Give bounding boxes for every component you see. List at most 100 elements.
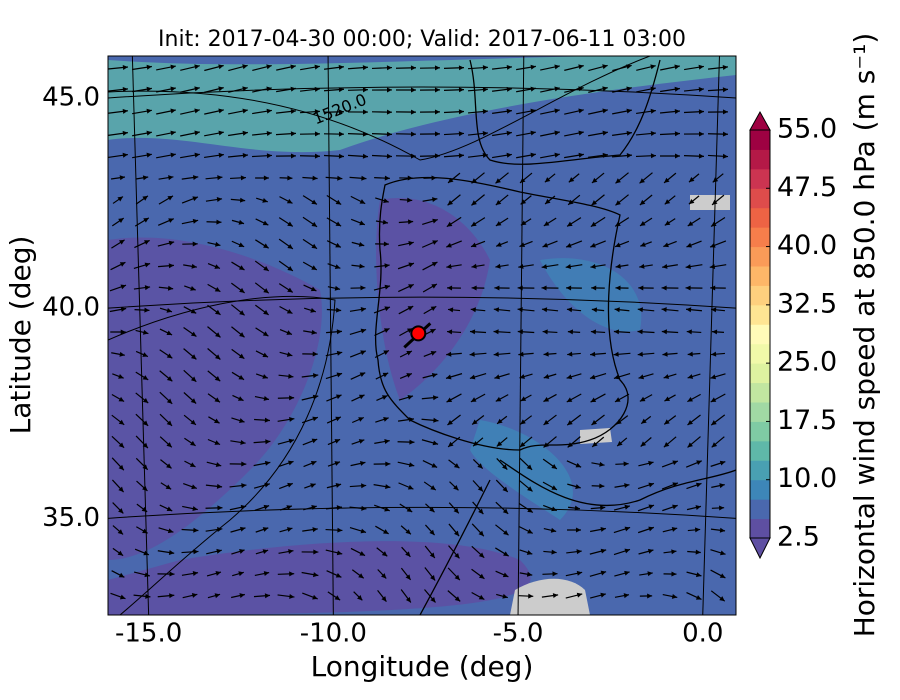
wind-arrow-head bbox=[338, 64, 344, 70]
wind-arrow-head bbox=[218, 152, 224, 158]
wind-arrow-head bbox=[600, 505, 606, 511]
wind-arrow-head bbox=[286, 330, 292, 335]
wind-arrow-head bbox=[544, 177, 551, 183]
wind-arrow-head bbox=[311, 199, 317, 205]
wind-arrow-head bbox=[590, 397, 597, 403]
wind-arrow-head bbox=[493, 307, 500, 313]
meridian bbox=[517, 56, 525, 615]
wind-arrow-head bbox=[527, 507, 533, 513]
wind-arrow-head bbox=[238, 353, 245, 359]
wind-arrow-head bbox=[664, 396, 671, 402]
wind-arrow-head bbox=[118, 374, 124, 379]
wind-arrow-head bbox=[118, 486, 124, 493]
wind-arrow-head bbox=[312, 351, 318, 357]
colorbar-band bbox=[750, 343, 770, 364]
colorbar-band bbox=[750, 440, 770, 461]
wind-arrow-head bbox=[194, 108, 200, 114]
wind-arrow-head bbox=[600, 592, 606, 598]
wind-arrow-head bbox=[237, 396, 244, 401]
wind-arrow-head bbox=[552, 571, 558, 577]
wind-arrow-head bbox=[663, 374, 670, 379]
wind-arrow-head bbox=[143, 550, 149, 556]
wind-arrow-head bbox=[470, 307, 476, 313]
wind-arrow-head bbox=[384, 284, 391, 290]
wind-arrow-head bbox=[453, 530, 460, 537]
wind-arrow-head bbox=[567, 442, 574, 448]
wind-arrow-head bbox=[431, 372, 438, 378]
wind-arrow-head bbox=[168, 218, 174, 223]
wind-arrow-head bbox=[241, 461, 247, 467]
wind-arrow-head bbox=[240, 439, 246, 445]
colorbar-band bbox=[750, 402, 770, 422]
wind-arrow-head bbox=[432, 218, 438, 224]
wind-arrow-head bbox=[615, 178, 621, 184]
wind-arrow-head bbox=[166, 330, 173, 336]
wind-arrow-head bbox=[117, 529, 124, 535]
wind-arrow-head bbox=[118, 442, 125, 448]
wind-arrow-head bbox=[472, 419, 478, 425]
wind-arrow-head bbox=[215, 570, 221, 576]
wind-arrow-head bbox=[142, 175, 149, 181]
wind-arrow-head bbox=[290, 153, 296, 159]
wind-arrow-head bbox=[663, 442, 670, 448]
wind-arrow-head bbox=[719, 573, 726, 578]
wind-arrow-head bbox=[287, 265, 293, 271]
wind-arrow-head bbox=[117, 196, 123, 202]
wind-arrow-head bbox=[120, 306, 127, 312]
wind-arrow-head bbox=[709, 264, 716, 269]
wind-arrow-head bbox=[240, 504, 247, 510]
wind-arrow-head bbox=[502, 464, 508, 470]
wind-arrow-head bbox=[410, 153, 416, 159]
wind-arrow-head bbox=[637, 329, 643, 335]
wind-arrow-head bbox=[265, 439, 271, 445]
wind-arrow-head bbox=[432, 395, 439, 401]
wind-arrow-head bbox=[311, 221, 318, 227]
wind-arrow-head bbox=[545, 198, 551, 205]
wind-arrow-head bbox=[119, 175, 125, 181]
wind-arrow-head bbox=[550, 527, 557, 533]
field-region bbox=[108, 56, 736, 153]
wind-arrow-head bbox=[146, 64, 152, 70]
wind-arrow-head bbox=[334, 264, 341, 269]
wind-arrow-head bbox=[262, 352, 269, 358]
wind-arrow-head bbox=[576, 549, 582, 555]
wind-arrow-head bbox=[290, 131, 296, 137]
wind-arrow-head bbox=[286, 351, 293, 357]
wind-arrow-head bbox=[142, 420, 149, 426]
wind-arrow-head bbox=[190, 398, 197, 404]
colorbar-tick-label: 10.0 bbox=[777, 463, 837, 494]
wind-arrow-head bbox=[263, 288, 269, 294]
wind-arrow-head bbox=[336, 550, 343, 556]
wind-arrow-head bbox=[167, 528, 174, 534]
wind-arrow-head bbox=[218, 108, 224, 114]
wind-arrow-head bbox=[167, 195, 174, 201]
y-axis-label: Latitude (deg) bbox=[4, 236, 37, 435]
wind-arrow-head bbox=[238, 219, 245, 225]
wind-arrow-head bbox=[122, 108, 128, 114]
wind-arrow-head bbox=[710, 397, 717, 402]
wind-arrow-head bbox=[615, 200, 621, 206]
wind-arrow-head bbox=[688, 177, 695, 183]
contour-line bbox=[108, 56, 651, 161]
wind-arrow-head bbox=[698, 64, 704, 70]
wind-arrow-head bbox=[262, 331, 269, 337]
wind-arrow-head bbox=[430, 329, 436, 334]
wind-arrow-head bbox=[239, 197, 246, 203]
wind-arrow-head bbox=[458, 131, 464, 137]
wind-arrow-head bbox=[142, 352, 148, 357]
wind-arrow-head bbox=[142, 329, 149, 335]
wind-arrow-head bbox=[405, 551, 411, 557]
wind-arrow-head bbox=[338, 109, 344, 115]
wind-arrow-head bbox=[405, 597, 411, 603]
wind-arrow-head bbox=[674, 131, 680, 137]
wind-arrow-head bbox=[447, 419, 453, 426]
wind-arrow-head bbox=[360, 350, 366, 356]
wind-arrow-head bbox=[530, 108, 536, 114]
wind-arrow-head bbox=[429, 506, 435, 513]
wind-arrow-head bbox=[647, 571, 653, 577]
wind-arrow-head bbox=[495, 221, 502, 226]
wind-arrow-head bbox=[192, 175, 199, 181]
wind-arrow-head bbox=[432, 240, 438, 245]
wind-arrow-head bbox=[242, 64, 248, 70]
wind-arrow-head bbox=[527, 486, 533, 492]
